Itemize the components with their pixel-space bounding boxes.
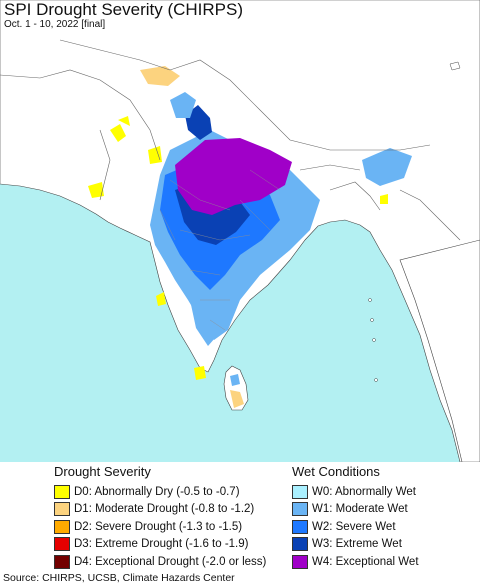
legend-item-w4: W4: Exceptional Wet xyxy=(292,553,476,571)
legend: Drought Severity D0: Abnormally Dry (-0.… xyxy=(0,462,480,570)
legend-item-d3: D3: Extreme Drought (-1.6 to -1.9) xyxy=(54,536,290,554)
legend-item-d2: D2: Severe Drought (-1.3 to -1.5) xyxy=(54,518,290,536)
swatch-d1 xyxy=(54,502,70,517)
swatch-d4 xyxy=(54,554,70,569)
region-w1-south xyxy=(190,290,226,346)
swatch-w2 xyxy=(292,519,308,534)
swatch-d2 xyxy=(54,519,70,534)
wet-legend-heading: Wet Conditions xyxy=(292,464,380,479)
legend-label-w4: W4: Exceptional Wet xyxy=(312,555,419,568)
swatch-d0 xyxy=(54,484,70,499)
legend-label-d0: D0: Abnormally Dry (-0.5 to -0.7) xyxy=(74,485,240,498)
legend-label-w0: W0: Abnormally Wet xyxy=(312,485,416,498)
swatch-w0 xyxy=(292,484,308,499)
sri-lanka-wet-patch xyxy=(230,374,240,386)
source-credit: Source: CHIRPS, UCSB, Climate Hazards Ce… xyxy=(3,572,235,584)
legend-item-w2: W2: Severe Wet xyxy=(292,518,476,536)
legend-label-w1: W1: Moderate Wet xyxy=(312,503,408,516)
map-subtitle: Oct. 1 - 10, 2022 [final] xyxy=(4,19,106,30)
drought-map xyxy=(0,0,480,462)
legend-label-d4: D4: Exceptional Drought (-2.0 or less) xyxy=(74,555,267,568)
wet-legend: Wet Conditions W0: Abnormally Wet W1: Mo… xyxy=(292,462,476,571)
state-lines xyxy=(159,169,281,331)
swatch-w3 xyxy=(292,537,308,552)
legend-item-w1: W1: Moderate Wet xyxy=(292,501,476,519)
swatch-w1 xyxy=(292,502,308,517)
legend-item-w0: W0: Abnormally Wet xyxy=(292,483,476,501)
map-title: SPI Drought Severity (CHIRPS) xyxy=(4,0,244,19)
island-small xyxy=(449,61,461,71)
legend-label-w3: W3: Extreme Wet xyxy=(312,538,402,551)
legend-item-d4: D4: Exceptional Drought (-2.0 or less) xyxy=(54,553,290,571)
region-d0-west xyxy=(88,182,166,306)
andaman-islands xyxy=(368,298,378,382)
drought-legend-heading: Drought Severity xyxy=(54,464,151,479)
legend-label-w2: W2: Severe Wet xyxy=(312,520,396,533)
land-region-southeast xyxy=(399,239,480,462)
legend-item-w3: W3: Extreme Wet xyxy=(292,536,476,554)
region-w4-north xyxy=(175,138,292,215)
swatch-w4 xyxy=(292,554,308,569)
swatch-d3 xyxy=(54,537,70,552)
region-w1-kashmir xyxy=(170,92,196,118)
region-d1-north xyxy=(140,66,180,86)
legend-label-d1: D1: Moderate Drought (-0.8 to -1.2) xyxy=(74,503,255,516)
region-w3-kashmir xyxy=(185,105,212,140)
legend-item-d0: D0: Abnormally Dry (-0.5 to -0.7) xyxy=(54,483,290,501)
drought-legend: Drought Severity D0: Abnormally Dry (-0.… xyxy=(54,462,290,571)
legend-item-d1: D1: Moderate Drought (-0.8 to -1.2) xyxy=(54,501,290,519)
legend-label-d2: D2: Severe Drought (-1.3 to -1.5) xyxy=(74,520,243,533)
region-d0-pakistan xyxy=(110,116,162,164)
sri-lanka-dry-patch xyxy=(230,390,244,408)
map-panel: SPI Drought Severity (CHIRPS) Oct. 1 - 1… xyxy=(0,0,480,462)
region-w1-northeast xyxy=(362,148,412,186)
legend-label-d3: D3: Extreme Drought (-1.6 to -1.9) xyxy=(74,538,249,551)
border-lines xyxy=(0,39,461,241)
